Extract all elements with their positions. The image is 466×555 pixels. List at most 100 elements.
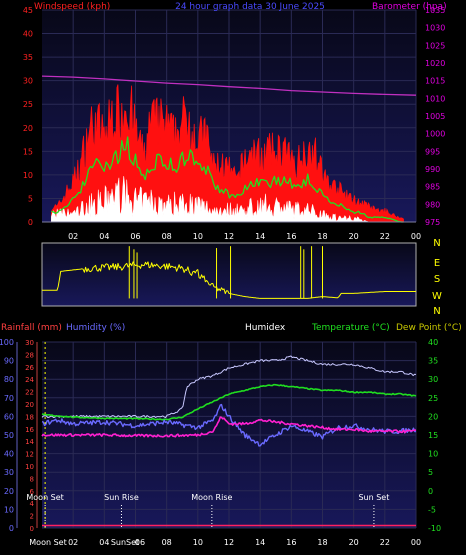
temp-axis-tick-label: 10 (428, 450, 438, 459)
temp-x-tick-label: 00 (411, 538, 421, 547)
dew-point-axis-title: Dew Point (°C) (396, 323, 462, 333)
rainfall-axis-title: Rainfall (mm) (1, 323, 62, 333)
wind-x-tick-label: 12 (224, 232, 234, 241)
wind-axis-tick-label: 20 (23, 124, 33, 133)
barometer-axis-tick-label: 985 (425, 183, 440, 192)
wind-x-tick-label: 10 (193, 232, 203, 241)
temp-axis-tick-label: 5 (428, 468, 433, 477)
temp-axis-tick-label: 0 (428, 487, 433, 496)
temp-axis-tick-label: 25 (428, 394, 438, 403)
humidity-axis-tick-label: 60 (4, 412, 14, 421)
barometer-axis-tick-label: 1020 (425, 59, 445, 68)
average-wind-line (51, 136, 404, 223)
direction-axis-label: N (433, 306, 440, 317)
barometer-axis-tick-label: 1025 (425, 41, 445, 50)
humidity-axis-tick-label: 0 (9, 524, 14, 533)
rain-axis-tick-label: 8 (30, 475, 34, 483)
temperature-axis-title: Temperature (°C) (311, 323, 390, 333)
direction-axis-label: S (434, 274, 440, 285)
humidity-axis-tick-label: 50 (4, 431, 14, 440)
wind-x-tick-label: 02 (68, 232, 78, 241)
wind-x-tick-label: 08 (162, 232, 172, 241)
humidex-title: Humidex (245, 323, 286, 333)
wind-axis-tick-label: 10 (23, 171, 33, 180)
event-marker-label: Sun Set (358, 493, 389, 502)
temp-x-tick-label: 20 (349, 538, 359, 547)
temp-axis-tick-label: 35 (428, 357, 438, 366)
temp-x-tick-label: 08 (162, 538, 172, 547)
rain-axis-tick-label: 24 (25, 376, 34, 384)
rain-axis-tick-label: 10 (25, 463, 34, 471)
temp-x-tick-label: 14 (255, 538, 265, 547)
rain-axis-tick-label: 26 (25, 364, 34, 372)
wind-axis-tick-label: 5 (28, 194, 33, 203)
rain-axis-tick-label: 12 (25, 451, 34, 459)
humidity-axis-tick-label: 40 (4, 450, 14, 459)
rain-axis-tick-label: 28 (25, 351, 34, 359)
temp-x-tick-label: 18 (317, 538, 327, 547)
lull-series-area (51, 176, 404, 223)
rain-axis-tick-label: 16 (25, 426, 34, 434)
temp-axis-tick-label: -10 (428, 524, 441, 533)
temp-x-tick-label: 04 (99, 538, 109, 547)
rain-axis-tick-label: 20 (25, 401, 34, 409)
humidex-line (41, 355, 417, 418)
wind-axis-tick-label: 25 (23, 100, 33, 109)
direction-axis-label: N (433, 238, 440, 249)
temp-axis-tick-label: 15 (428, 431, 438, 440)
humidity-axis-tick-label: 100 (0, 338, 14, 347)
chart-title: 24 hour graph data 30 June 2025 (175, 2, 325, 12)
humidity-axis-title: Humidity (%) (66, 323, 125, 333)
humidity-axis-tick-label: 10 (4, 505, 14, 514)
wind-axis-tick-label: 45 (23, 6, 33, 15)
rain-axis-tick-label: 14 (25, 438, 34, 446)
gust-series-area (50, 84, 404, 223)
humidity-axis-tick-label: 20 (4, 487, 14, 496)
wind-x-tick-label: 16 (286, 232, 296, 241)
temp-axis-tick-label: -5 (428, 505, 436, 514)
humidity-axis-tick-label: 70 (4, 394, 14, 403)
wind-axis-tick-label: 35 (23, 53, 33, 62)
wind-axis-tick-label: 30 (23, 77, 33, 86)
temp-x-tick-label: 10 (193, 538, 203, 547)
rain-axis-tick-label: 6 (30, 488, 35, 496)
bottom-moonset-label: Moon Set (29, 538, 66, 547)
direction-axis-label: E (434, 258, 440, 269)
bottom-sunset-label: SunSet (111, 538, 139, 547)
wind-x-tick-label: 00 (411, 232, 421, 241)
rain-axis-tick-label: 30 (25, 339, 34, 347)
direction-axis-label: W (432, 291, 442, 302)
direction-plot-background (41, 242, 417, 307)
event-marker-label: Sun Rise (104, 493, 139, 502)
barometer-axis-tick-label: 1005 (425, 112, 445, 121)
temp-x-tick-label: 12 (224, 538, 234, 547)
barometer-axis-tick-label: 1010 (425, 94, 445, 103)
wind-axis-tick-label: 0 (28, 218, 33, 227)
temp-axis-tick-label: 40 (428, 338, 438, 347)
wind-x-tick-label: 20 (349, 232, 359, 241)
wind-axis-tick-label: 40 (23, 30, 33, 39)
wind-direction-line (42, 261, 416, 299)
rain-axis-tick-label: 18 (25, 413, 34, 421)
barometer-axis-tick-label: 990 (425, 165, 440, 174)
rain-axis-tick-label: 0 (30, 525, 34, 533)
humidity-axis-tick-label: 90 (4, 357, 14, 366)
barometer-axis-tick-label: 1035 (425, 6, 445, 15)
humidity-line (41, 403, 417, 447)
humidity-axis-tick-label: 80 (4, 375, 14, 384)
event-marker-label: Moon Rise (191, 493, 232, 502)
wind-x-tick-label: 06 (130, 232, 140, 241)
humidity-axis-tick-label: 30 (4, 468, 14, 477)
wind-x-tick-label: 22 (380, 232, 390, 241)
barometer-axis-tick-label: 995 (425, 147, 440, 156)
temperature-line (41, 383, 417, 421)
barometer-line (41, 75, 417, 96)
temp-x-tick-label: 22 (380, 538, 390, 547)
wind-x-tick-label: 14 (255, 232, 265, 241)
wind-axis-title: Windspeed (kph) (34, 2, 110, 12)
barometer-axis-title: Barometer (hpa) (372, 2, 447, 12)
dew-point-line (41, 416, 417, 438)
wind-x-tick-label: 18 (317, 232, 327, 241)
